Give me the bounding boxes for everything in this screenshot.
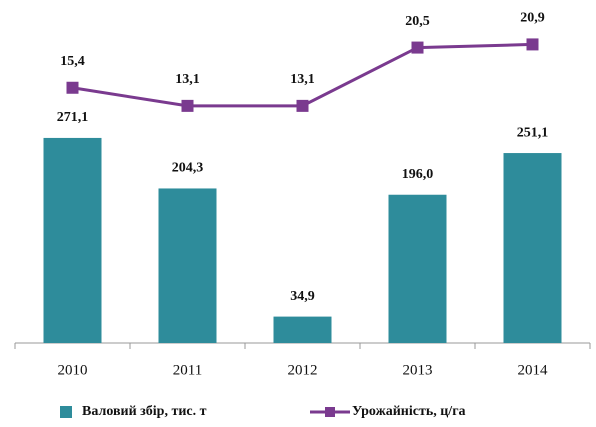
data-label: 196,0 (402, 167, 434, 182)
legend-label: Урожайність, ц/га (352, 404, 466, 419)
marker (526, 38, 539, 51)
data-label: 20,5 (405, 14, 430, 29)
bar (273, 316, 332, 343)
bar (503, 153, 562, 343)
data-label: 34,9 (290, 289, 315, 304)
bar (158, 188, 217, 343)
marker (181, 99, 194, 112)
legend-label: Валовий збір, тис. т (82, 404, 207, 419)
bar (388, 194, 447, 343)
marker (411, 41, 424, 54)
x-tick-label: 2011 (173, 362, 202, 378)
data-label: 251,1 (517, 125, 549, 140)
x-tick-label: 2010 (58, 362, 88, 378)
bar (43, 137, 102, 343)
data-label: 13,1 (290, 72, 315, 87)
x-tick-label: 2012 (288, 362, 318, 378)
marker (66, 81, 79, 94)
data-label: 20,9 (520, 11, 545, 26)
data-label: 204,3 (172, 161, 204, 176)
x-tick-label: 2014 (518, 362, 549, 378)
legend-marker (325, 407, 335, 417)
data-label: 13,1 (175, 72, 200, 87)
legend-swatch (60, 406, 72, 418)
marker (296, 99, 309, 112)
data-label: 271,1 (57, 110, 89, 125)
x-tick-label: 2013 (403, 362, 433, 378)
data-label: 15,4 (60, 54, 85, 69)
